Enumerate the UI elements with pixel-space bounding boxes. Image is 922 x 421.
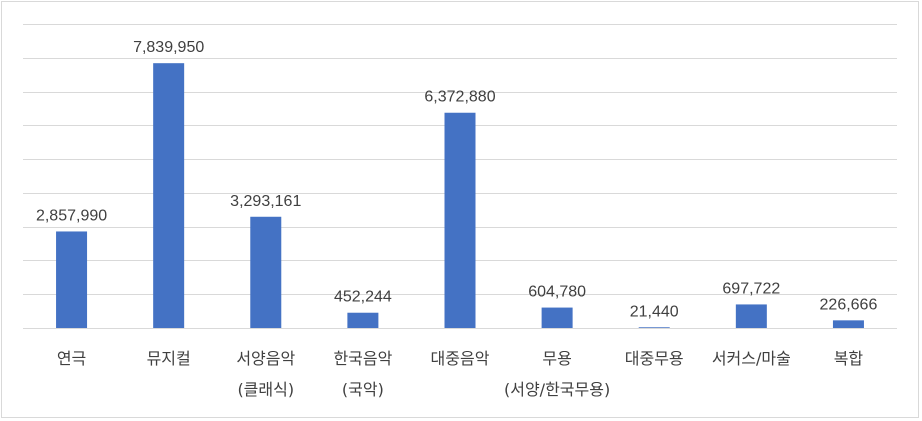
category-label: 뮤지컬 [147, 349, 191, 368]
data-label: 452,244 [334, 289, 392, 306]
data-label: 3,293,161 [230, 193, 301, 210]
bar [735, 304, 767, 328]
data-label: 2,857,990 [36, 207, 107, 224]
bar [250, 216, 282, 328]
category-label: 서양음악 [236, 349, 295, 368]
bar [444, 112, 476, 328]
category-label: (서양/한국무용) [504, 380, 610, 399]
category-label: (클래식) [237, 380, 294, 399]
data-label: 21,440 [630, 303, 679, 320]
bar [347, 312, 379, 328]
data-label: 6,372,880 [424, 89, 495, 106]
bars [56, 63, 864, 329]
data-label: 604,780 [528, 284, 586, 301]
category-label: (국악) [342, 380, 384, 399]
category-label: 복합 [834, 349, 864, 368]
bar [541, 307, 573, 328]
data-label: 7,839,950 [133, 39, 204, 56]
category-labels: 연극 뮤지컬 서양음악 (클래식) 한국음악 (국악) 대중음악 무용 (서양/한국무용) 대중무… [57, 349, 864, 399]
bar [638, 327, 670, 328]
bar [832, 320, 864, 328]
category-label: 한국음악 [333, 349, 392, 368]
bar [56, 231, 88, 328]
category-label: 무용 [542, 349, 571, 368]
value-labels: 2,857,990 7,839,950 3,293,161 452,244 6,372,… [36, 39, 877, 320]
data-label: 226,666 [820, 296, 878, 313]
category-label: 대중음악 [431, 349, 490, 368]
category-label: 대중무용 [625, 349, 684, 368]
data-label: 697,722 [722, 280, 780, 297]
category-label: 서커스/마술 [712, 349, 791, 368]
bar [153, 63, 185, 329]
category-label: 연극 [57, 349, 86, 368]
